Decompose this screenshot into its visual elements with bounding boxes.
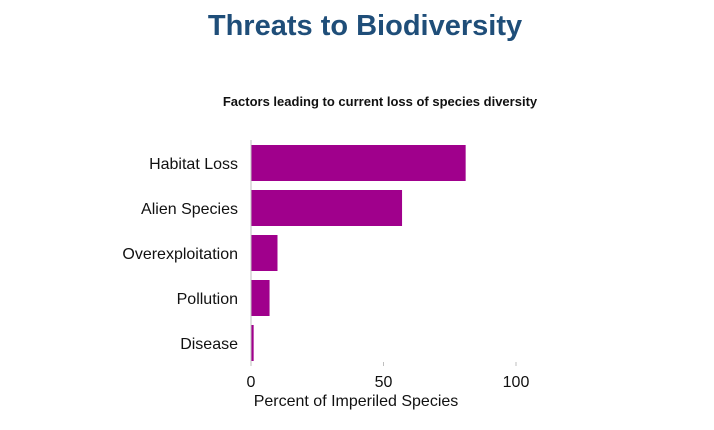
category-label-overexploitation: Overexploitation (122, 246, 238, 263)
bar-pollution (251, 280, 270, 316)
category-label-alien-species: Alien Species (141, 201, 238, 218)
x-axis-ticks: 0 50 100 (247, 362, 530, 391)
chart-subtitle: Factors leading to current loss of speci… (222, 94, 538, 109)
x-tick-label: 50 (375, 374, 393, 391)
bar-disease (251, 325, 254, 361)
bar-overexploitation (251, 235, 278, 271)
x-tick-label: 0 (247, 374, 256, 391)
bar-alien-species (251, 190, 403, 226)
category-label-pollution: Pollution (177, 291, 238, 308)
x-axis-label: Percent of Imperiled Species (254, 393, 459, 410)
category-label-habitat-loss: Habitat Loss (149, 156, 238, 173)
bars-layer (251, 145, 466, 361)
category-label-disease: Disease (180, 336, 238, 353)
x-tick-label: 100 (503, 374, 530, 391)
bar-habitat-loss (251, 145, 466, 181)
page-title: Threats to Biodiversity (207, 10, 523, 42)
category-labels: Habitat Loss Alien Species Overexploitatio… (122, 156, 238, 353)
